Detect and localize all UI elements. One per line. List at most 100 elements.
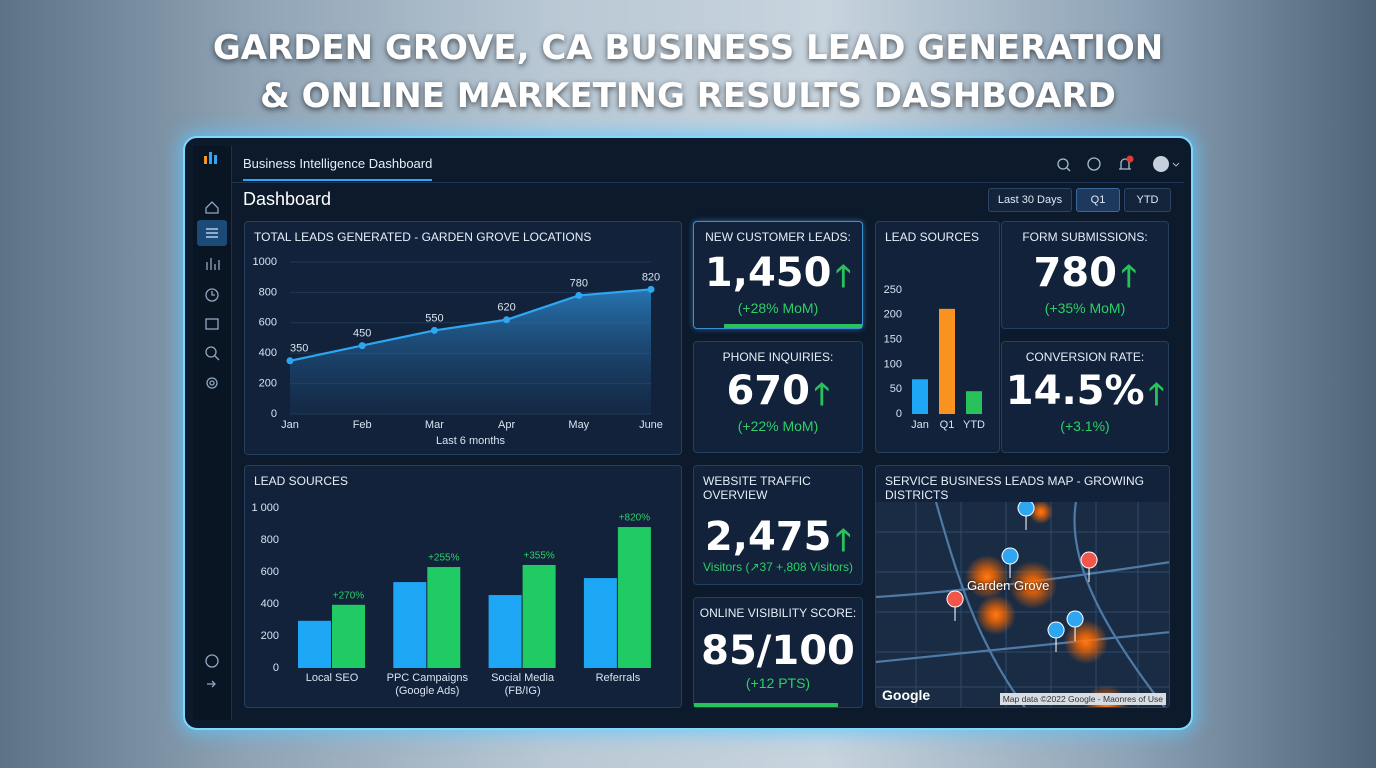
y-tick-label: 600 <box>261 566 279 578</box>
x-tick-label: Jan <box>911 419 929 431</box>
chart-title: LEAD SOURCES <box>254 474 349 488</box>
x-tick-label: May <box>568 419 589 431</box>
tab[interactable]: Business Intelligence Dashboard <box>243 156 433 181</box>
data-label: 780 <box>570 277 588 289</box>
top-bar: Business Intelligence Dashboard <box>232 146 1184 183</box>
map <box>876 502 1169 707</box>
annotation: +355% <box>523 551 555 562</box>
bar <box>939 308 955 414</box>
point <box>503 316 511 324</box>
kpi-title: ONLINE VISIBILITY SCORE: <box>699 606 857 620</box>
toolbar-icons <box>1057 155 1180 172</box>
y-tick-label: 100 <box>884 358 902 370</box>
filter-button[interactable]: Last 30 Days <box>988 188 1072 212</box>
y-tick-label: 0 <box>273 662 279 674</box>
x-tick-label: Jan <box>281 419 299 431</box>
kpi-value: 2,475 <box>704 514 832 560</box>
x-tick-label: Q1 <box>940 419 955 431</box>
map-provider: Google <box>882 687 931 703</box>
area <box>290 289 651 414</box>
filter-button[interactable]: Q1 <box>1076 188 1120 212</box>
data-label: 620 <box>497 302 515 314</box>
kpi-change: (+12 PTS) <box>745 675 811 691</box>
bar <box>966 391 982 414</box>
bar <box>332 604 365 668</box>
y-tick-label: 250 <box>884 284 902 296</box>
x-tick-label: Mar <box>425 419 444 431</box>
kpi-card: ONLINE VISIBILITY SCORE: 85/100 (+12 PTS… <box>693 597 863 708</box>
annotation: +270% <box>333 590 365 601</box>
line <box>289 288 652 362</box>
kpi-card: CONVERSION RATE: 14.5% 🡑 (+3.1%) <box>1001 341 1169 453</box>
grouped-bar-panel: LEAD SOURCES 0 200 400 600 800 1 000 +270% +255%… <box>244 465 682 708</box>
kpi-title: PHONE INQUIRIES: <box>722 350 834 364</box>
bar <box>427 567 461 668</box>
bar <box>393 582 427 668</box>
bar <box>298 620 331 668</box>
kpi-title: CONVERSION RATE: <box>1025 350 1145 364</box>
kpi-change: Visitors (↗37 +,808 Visitors) <box>702 560 853 574</box>
bar <box>617 527 651 668</box>
x-tick-label: June <box>639 419 663 431</box>
y-tick-label: 400 <box>261 598 279 610</box>
headline: GARDEN GROVE, CA BUSINESS LEAD GENERATIO… <box>212 28 1164 68</box>
y-tick-label: 200 <box>259 378 277 390</box>
kpi-value: 1,450 <box>704 250 832 296</box>
y-tick-label: 1 000 <box>251 502 279 514</box>
x-tick-label: Apr <box>498 419 515 431</box>
kpi-value: 85/100 <box>701 628 855 674</box>
y-tick-label: 200 <box>884 309 902 321</box>
y-tick-label: 800 <box>261 534 279 546</box>
kpi-card: FORM SUBMISSIONS: 780 🡑 (+35% MoM) <box>1001 221 1169 329</box>
y-tick-label: 0 <box>896 408 902 420</box>
data-label: 550 <box>425 312 443 324</box>
kpi-title: NEW CUSTOMER LEADS: <box>705 230 851 244</box>
sidebar <box>193 146 232 720</box>
annotation: +820% <box>619 513 651 524</box>
sidebar-icons <box>197 152 227 688</box>
y-tick-label: 50 <box>890 383 902 395</box>
map-title: SERVICE BUSINESS LEADS MAP - GROWING DIS… <box>885 474 1144 502</box>
annotation: +255% <box>428 553 460 564</box>
point <box>358 342 366 350</box>
kpi-value: 780 <box>1033 250 1117 296</box>
data-label: 350 <box>290 343 308 355</box>
kpi-title: WEBSITE TRAFFIC OVERVIEW <box>703 474 811 502</box>
kpi-title: FORM SUBMISSIONS: <box>1022 230 1148 244</box>
kpi-value: 670 <box>726 368 810 414</box>
kpi-card: NEW CUSTOMER LEADS: 1,450 🡑 (+28% MoM) <box>693 221 863 329</box>
y-tick-label: 800 <box>259 286 277 298</box>
x-tick-label: Local SEO <box>305 672 359 684</box>
chart-title: LEAD SOURCES <box>885 230 980 244</box>
x-tick-label: YTD <box>963 419 985 431</box>
point <box>647 285 655 293</box>
kpi-change: (+35% MoM) <box>1044 300 1126 316</box>
y-tick-label: 0 <box>271 408 277 420</box>
y-tick-label: 1000 <box>253 256 277 268</box>
y-tick-label: 400 <box>259 347 277 359</box>
data-label: 820 <box>642 271 660 283</box>
chart: 0 200 400 600 800 1 000 +270% +255% +355% +820% <box>251 502 651 674</box>
y-tick-label: 600 <box>259 317 277 329</box>
map-panel: SERVICE BUSINESS LEADS MAP - GROWING DIS… <box>875 465 1170 708</box>
x-tick-label: Feb <box>353 419 372 431</box>
kpi-change: (+28% MoM) <box>737 300 819 316</box>
kpi-card: WEBSITE TRAFFIC OVERVIEW 2,475 🡑 Visitors… <box>693 465 863 585</box>
headline: & ONLINE MARKETING RESULTS DASHBOARD <box>260 76 1116 116</box>
chart: 0 50 100 150 200 250 Jan Q1 YTD <box>884 284 985 431</box>
kpi-value: 14.5% <box>1005 368 1145 414</box>
map-place: Garden Grove <box>967 578 1050 593</box>
kpi-card: PHONE INQUIRIES: 670 🡑 (+22% MoM) <box>693 341 863 453</box>
point <box>575 291 583 299</box>
chart: 0 200 400 600 800 1000 350 Jan 450 Feb 550 Mar 620 Ap… <box>253 256 663 447</box>
point <box>430 326 438 334</box>
point <box>286 357 294 365</box>
map-attribution: Map data ©2022 Google - Maonres of Use <box>999 693 1166 705</box>
bar <box>522 564 556 668</box>
y-tick-label: 200 <box>261 630 279 642</box>
x-axis-label: Last 6 months <box>436 435 506 447</box>
y-tick-label: 150 <box>884 334 902 346</box>
x-tick-label: Social Media (FB/IG) <box>491 672 555 697</box>
filter-button[interactable]: YTD <box>1124 188 1171 212</box>
chart-title: TOTAL LEADS GENERATED - GARDEN GROVE LOC… <box>254 230 592 244</box>
